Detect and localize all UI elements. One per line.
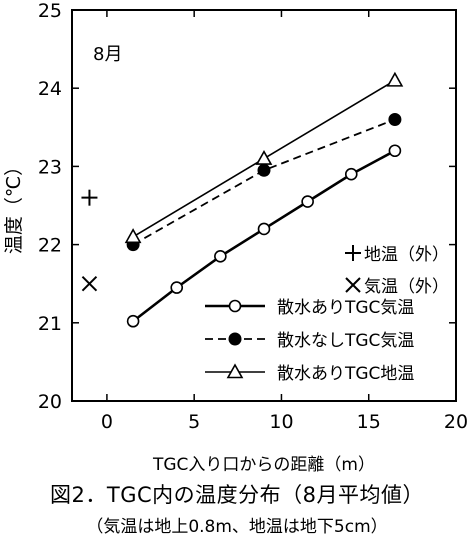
legend-label: 散水ありTGC気温 bbox=[277, 298, 414, 318]
y-tick-label: 23 bbox=[38, 156, 62, 178]
data-point bbox=[228, 299, 242, 313]
data-point bbox=[81, 189, 98, 206]
data-point bbox=[388, 144, 402, 158]
legend-item: 散水なしTGC気温 bbox=[205, 331, 414, 351]
data-point bbox=[214, 250, 227, 263]
data-point bbox=[255, 149, 273, 165]
series-5 bbox=[81, 275, 98, 292]
cross-marker-b bbox=[81, 275, 98, 292]
y-tick-label: 24 bbox=[38, 78, 62, 100]
data-point bbox=[81, 275, 98, 292]
plot-frame bbox=[71, 9, 457, 402]
data-point bbox=[226, 363, 244, 379]
series-1 bbox=[126, 144, 402, 328]
legend-label: 地温（外） bbox=[364, 245, 449, 265]
data-point bbox=[126, 314, 140, 328]
x-tick-label: 15 bbox=[357, 411, 381, 433]
axes: 0 5 10 15 20 20 21 22 23 24 25 TGC入り口からの距離（m） 温度（℃） 8… bbox=[3, 0, 468, 475]
figure-caption: 図2．TGC内の温度分布（8月平均値） bbox=[50, 483, 424, 507]
data-point bbox=[345, 277, 361, 293]
legend-item: 散水ありTGC気温 bbox=[205, 298, 414, 318]
x-tick-label: 20 bbox=[444, 411, 468, 433]
legend-label: 散水なしTGC気温 bbox=[277, 331, 414, 351]
x-tick-label: 10 bbox=[269, 411, 293, 433]
legend-item: 気温（外） bbox=[345, 277, 449, 297]
data-point bbox=[301, 195, 314, 208]
y-tick-label: 20 bbox=[38, 391, 62, 413]
figure-caption-note: （気温は地上0.8m、地温は地下5cm） bbox=[86, 517, 388, 537]
data-point bbox=[345, 245, 361, 261]
y-axis-label: 温度（℃） bbox=[3, 157, 25, 254]
data-point bbox=[170, 281, 184, 294]
data-point bbox=[344, 167, 358, 181]
data-point bbox=[124, 228, 142, 244]
plot-series bbox=[81, 71, 404, 328]
series-3 bbox=[124, 71, 404, 244]
data-point bbox=[257, 163, 271, 177]
x-axis-label: TGC入り口からの距離（m） bbox=[152, 455, 375, 475]
data-point bbox=[388, 112, 402, 126]
panel-label: 8月 bbox=[93, 44, 122, 65]
y-tick-label: 25 bbox=[38, 0, 62, 22]
legend-label: 散水ありTGC地温 bbox=[277, 364, 414, 384]
y-tick-label: 21 bbox=[38, 313, 62, 335]
data-point bbox=[386, 71, 404, 87]
chart-area: 0 5 10 15 20 20 21 22 23 24 25 TGC入り口からの距離（m） 温度（℃） 8… bbox=[3, 0, 468, 475]
data-point bbox=[228, 332, 242, 346]
legend-item: 地温（外） bbox=[345, 245, 449, 265]
legend-item: 散水ありTGC地温 bbox=[205, 363, 414, 384]
series-4 bbox=[81, 189, 98, 206]
cross-marker-b bbox=[345, 277, 361, 293]
legend-label: 気温（外） bbox=[364, 277, 449, 297]
x-tick-label: 5 bbox=[188, 411, 200, 433]
y-tick-label: 22 bbox=[38, 235, 62, 257]
data-point bbox=[257, 222, 271, 236]
x-tick-label: 0 bbox=[101, 411, 113, 433]
